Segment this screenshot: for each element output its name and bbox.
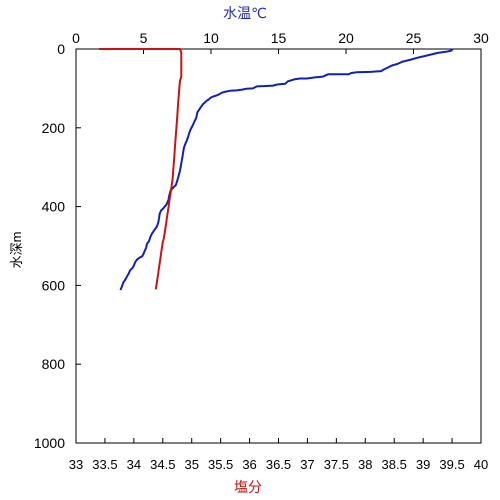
bottom-tick-label: 39.5 [439, 457, 464, 472]
bottom-tick-label: 39 [416, 457, 430, 472]
y-axis-title: 水深m [9, 232, 24, 269]
y-tick-label: 800 [42, 356, 66, 372]
top-tick-label: 30 [473, 30, 489, 46]
top-tick-label: 20 [338, 30, 354, 46]
bottom-tick-label: 37 [300, 457, 314, 472]
y-tick-label: 200 [42, 120, 66, 136]
bottom-tick-label: 38.5 [382, 457, 407, 472]
y-tick-label: 600 [42, 277, 66, 293]
y-tick-label: 400 [42, 199, 66, 215]
plot-frame [75, 48, 482, 444]
bottom-axis-title: 塩分 [234, 479, 262, 495]
bottom-tick-label: 40 [474, 457, 488, 472]
bottom-tick-label: 35.5 [208, 457, 233, 472]
y-tick-label: 0 [57, 41, 65, 57]
bottom-tick-label: 33 [69, 457, 83, 472]
y-axis-ticks: 0 200 400 600 800 1000 [34, 41, 81, 451]
bottom-tick-label: 34 [127, 457, 141, 472]
y-tick-label: 1000 [34, 435, 65, 451]
bottom-tick-label: 38 [358, 457, 372, 472]
top-tick-label: 5 [140, 30, 148, 46]
top-tick-label: 10 [203, 30, 219, 46]
bottom-tick-label: 35 [184, 457, 198, 472]
bottom-tick-label: 37.5 [324, 457, 349, 472]
bottom-tick-label: 34.5 [150, 457, 175, 472]
salinity-line [99, 48, 183, 290]
bottom-axis-ticks: 33 33.5 34 34.5 35 35.5 36 36.5 37 37.5 38 38.5 39 39… [69, 438, 488, 472]
top-tick-label: 15 [271, 30, 287, 46]
series-layer [99, 48, 454, 291]
bottom-tick-label: 36 [242, 457, 256, 472]
bottom-tick-label: 36.5 [266, 457, 291, 472]
top-tick-label: 0 [72, 30, 80, 46]
top-axis-ticks: 0 5 10 15 20 25 30 [72, 30, 489, 54]
bottom-tick-label: 33.5 [92, 457, 117, 472]
top-axis-title: 水温℃ [223, 5, 267, 21]
top-tick-label: 25 [406, 30, 422, 46]
temperature-line [119, 48, 454, 291]
